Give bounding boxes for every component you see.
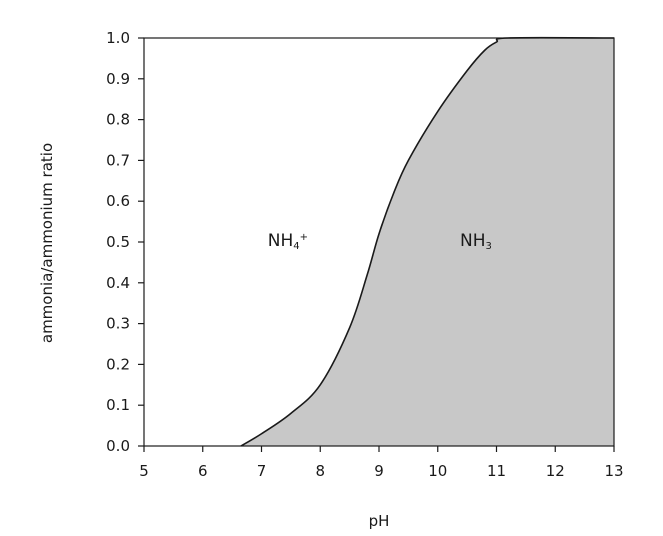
plot-area <box>143 36 615 447</box>
x-tick-label: 7 <box>257 462 267 480</box>
y-axis-title: ammonia/ammonium ratio <box>38 143 56 343</box>
y-tick-label: 0.2 <box>106 355 130 373</box>
x-tick-label: 9 <box>374 462 384 480</box>
nh3-region-label: NH3 <box>460 231 492 252</box>
y-tick-label: 0.5 <box>106 233 130 251</box>
y-tick-label: 0.8 <box>106 111 130 129</box>
nh3-fill-area <box>240 37 614 446</box>
x-tick-label: 13 <box>604 462 623 480</box>
y-tick-label: 0.6 <box>106 192 130 210</box>
x-tick-label: 12 <box>546 462 565 480</box>
y-tick-label: 0.7 <box>106 151 130 169</box>
y-tick-label: 0.3 <box>106 315 130 333</box>
axes: 5 6 7 8 9 10 11 12 13 0.0 0.1 0.2 0.3 0.4 0.5 0.6 0.7 0.8… <box>106 29 623 480</box>
y-tick-label: 0.4 <box>106 274 130 292</box>
y-tick-label: 1.0 <box>106 29 130 47</box>
labels: pH ammonia/ammonium ratio NH4+ NH3 <box>38 143 492 530</box>
x-tick-label: 6 <box>198 462 208 480</box>
y-tick-label: 0.1 <box>106 396 130 414</box>
x-tick-label: 5 <box>139 462 149 480</box>
nh4-region-label: NH4+ <box>268 231 308 252</box>
x-tick-label: 11 <box>487 462 506 480</box>
x-axis-title: pH <box>369 512 390 530</box>
x-tick-label: 10 <box>428 462 447 480</box>
y-tick-label: 0.0 <box>106 437 130 455</box>
y-tick-label: 0.9 <box>106 70 130 88</box>
x-tick-label: 8 <box>315 462 325 480</box>
series-line <box>240 36 615 447</box>
